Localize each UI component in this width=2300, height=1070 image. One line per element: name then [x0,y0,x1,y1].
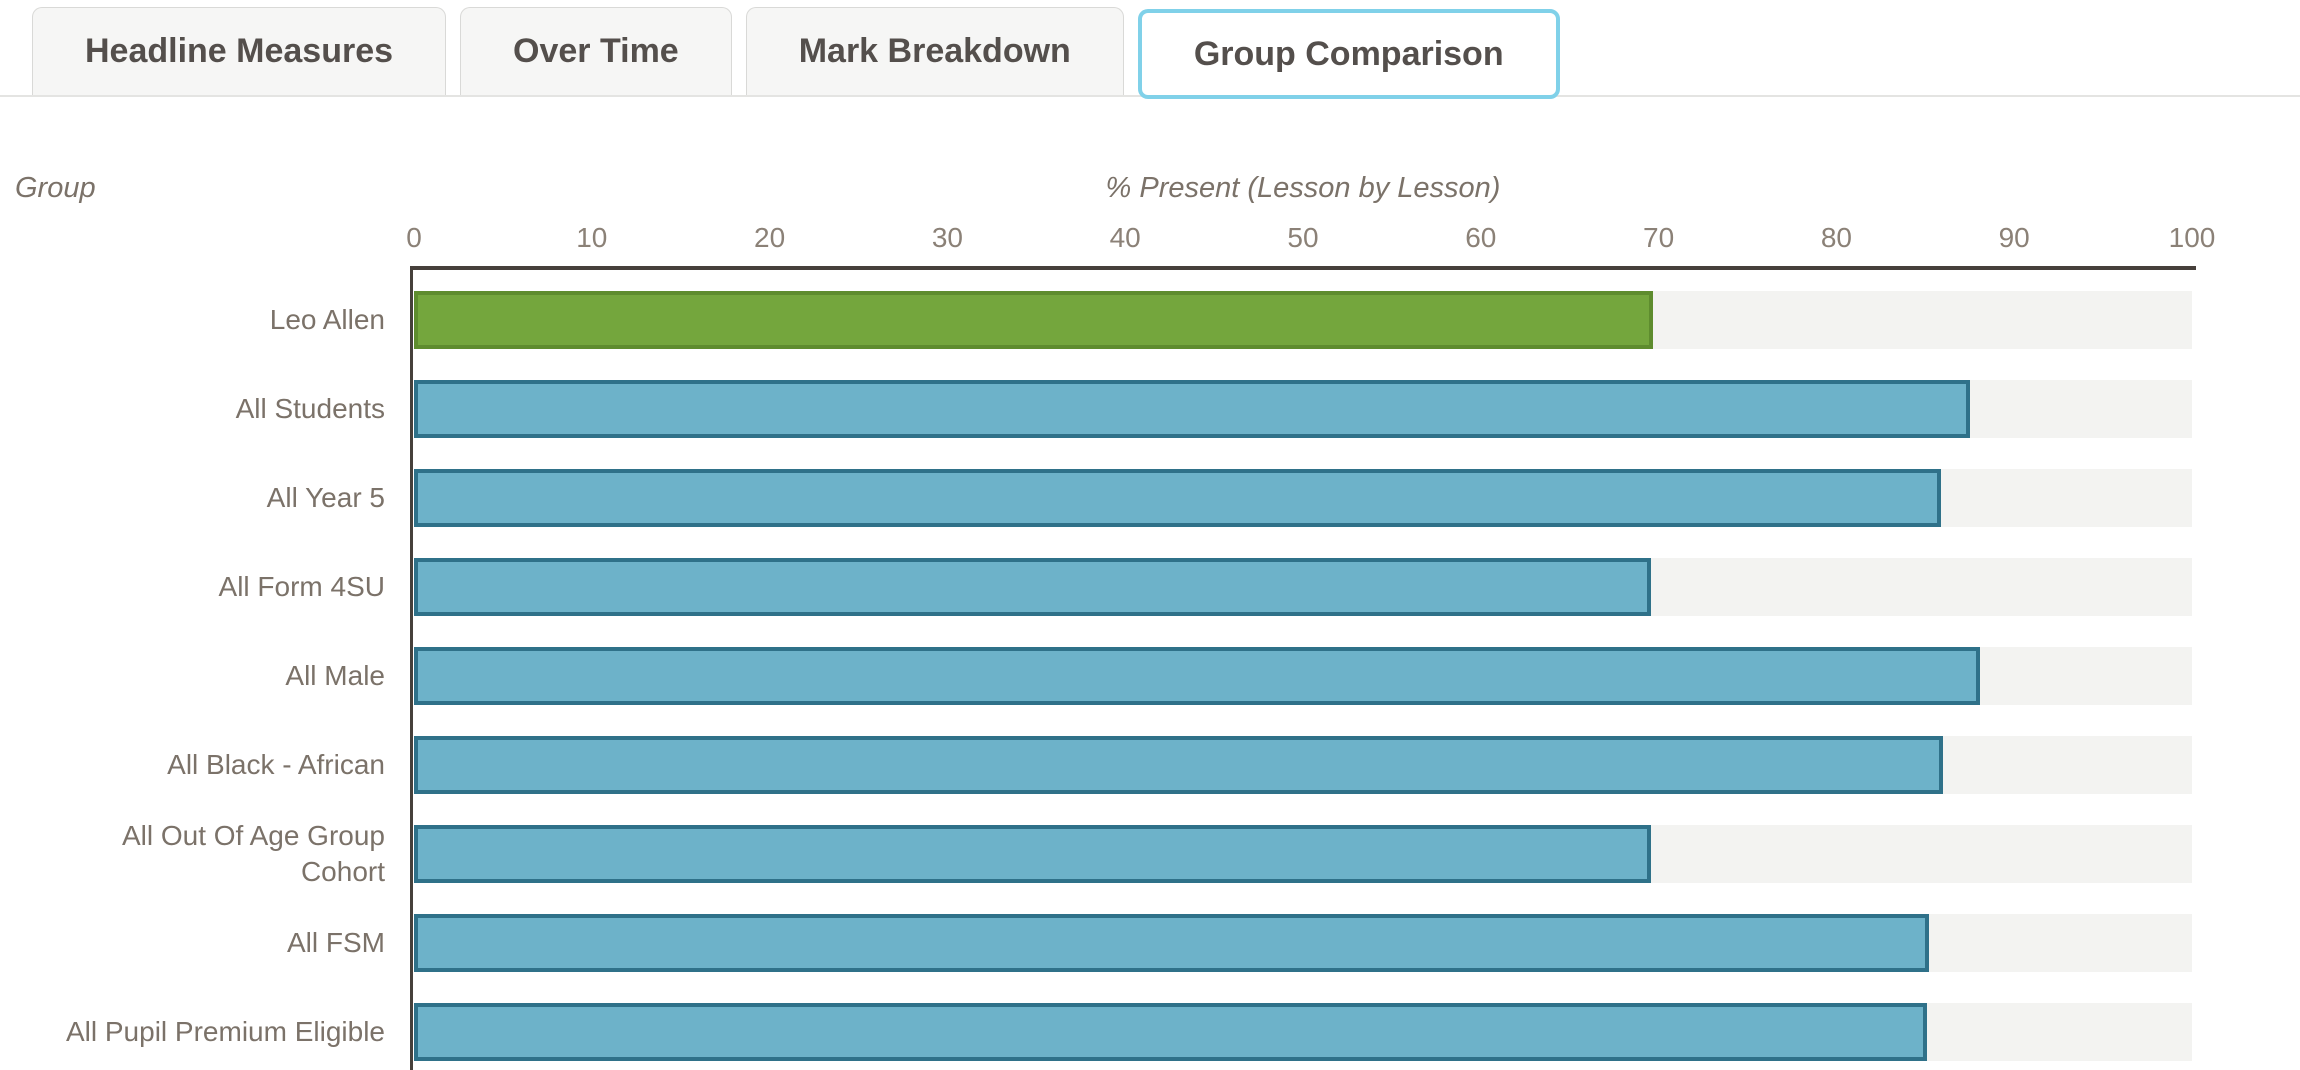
category-label: Leo Allen [269,304,385,335]
y-axis-line [410,266,413,1070]
category-label: All Black - African [167,749,385,780]
x-axis-title: % Present (Lesson by Lesson) [1105,172,1501,204]
tab-headline-measures[interactable]: Headline Measures [32,7,447,95]
x-tick-10: 10 [576,222,608,253]
x-axis-line [410,266,2196,270]
bar-all-pupil-premium-eligible[interactable] [414,1003,1928,1061]
bar-row-all-fsm: All FSM [0,914,2300,1003]
bar-track [414,736,2192,794]
bar-row-all-out-of-age-group-cohort: All Out Of Age Group Cohort [0,820,2300,914]
tab-bar: Headline Measures Over Time Mark Breakdown… [0,0,2300,99]
bar-row-leo-allen: Leo Allen [0,291,2300,380]
category-label: All Male [285,660,385,691]
bar-all-black-african[interactable] [414,736,1944,794]
bar-track [414,647,2192,705]
x-tick-60: 60 [1465,222,1497,253]
x-tick-20: 20 [754,222,786,253]
bar-all-year-5[interactable] [414,469,1942,527]
bar-all-male[interactable] [414,647,1981,705]
bar-row-all-form-4su: All Form 4SU [0,558,2300,647]
tab-group-comparison[interactable]: Group Comparison [1137,9,1560,99]
x-tick-90: 90 [1998,222,2030,253]
category-label: All Year 5 [266,482,385,513]
bar-row-all-black-african: All Black - African [0,736,2300,825]
x-tick-80: 80 [1820,222,1852,253]
x-tick-0: 0 [406,222,422,253]
bar-row-all-pupil-premium-eligible: All Pupil Premium Eligible [0,1003,2300,1070]
bar-track [414,558,2192,616]
tab-mark-breakdown[interactable]: Mark Breakdown [745,7,1124,95]
x-tick-50: 50 [1287,222,1319,253]
category-label: All Students [235,393,385,424]
tab-over-time[interactable]: Over Time [460,7,732,95]
bar-track [414,1003,2192,1061]
x-tick-30: 30 [931,222,963,253]
x-tick-40: 40 [1109,222,1141,253]
bar-all-out-of-age-group-cohort[interactable] [414,825,1652,883]
bar-track [414,825,2192,883]
bar-track [414,291,2192,349]
bar-all-students[interactable] [414,380,1970,438]
bar-track [414,469,2192,527]
bar-track [414,914,2192,972]
bar-leo-allen[interactable] [414,291,1654,349]
category-label: All Pupil Premium Eligible [65,1016,385,1047]
category-label: All Form 4SU [218,571,385,602]
bar-all-fsm[interactable] [414,914,1929,972]
category-label: All FSM [287,927,385,958]
category-label: All Out Of Age Group Cohort [121,820,385,887]
bar-track [414,380,2192,438]
bar-row-all-students: All Students [0,380,2300,469]
x-tick-100: 100 [2168,222,2216,253]
bar-all-form-4su[interactable] [414,558,1652,616]
bar-row-all-male: All Male [0,647,2300,736]
y-axis-title: Group [15,172,96,204]
bar-row-all-year-5: All Year 5 [0,469,2300,558]
x-tick-70: 70 [1643,222,1675,253]
bar-chart: Leo Allen All Students All Year 5 All Form … [0,291,2300,1070]
